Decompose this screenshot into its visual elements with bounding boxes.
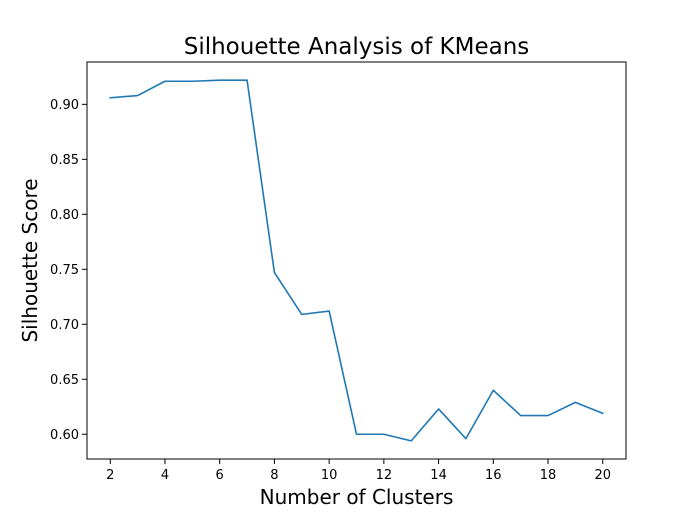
x-tick-label: 18	[540, 468, 557, 483]
plot-frame	[86, 61, 627, 460]
y-axis: 0.60 0.65 0.70 0.75 0.80 0.85 0.90	[50, 98, 87, 443]
y-axis-title: Silhouette Score	[18, 178, 42, 342]
y-tick-label: 0.80	[50, 208, 79, 223]
y-tick-label: 0.85	[50, 153, 79, 168]
x-tick-label: 10	[321, 468, 338, 483]
x-tick-label: 20	[594, 468, 611, 483]
y-tick-label: 0.65	[50, 373, 79, 388]
y-tick-label: 0.60	[50, 428, 79, 443]
x-tick-label: 12	[376, 468, 393, 483]
x-axis-title: Number of Clusters	[260, 485, 454, 509]
x-tick-label: 8	[270, 468, 278, 483]
chart-title: Silhouette Analysis of KMeans	[184, 34, 530, 60]
x-axis: 2 4 6 8 10 12 14 16 18 20	[106, 459, 611, 483]
x-tick-label: 6	[216, 468, 224, 483]
x-tick-label: 16	[485, 468, 502, 483]
series-layer	[109, 79, 604, 442]
x-tick-label: 14	[430, 468, 447, 483]
plot-area	[86, 61, 627, 460]
x-tick-label: 2	[106, 468, 114, 483]
y-tick-label: 0.75	[50, 263, 79, 278]
y-tick-label: 0.70	[50, 318, 79, 333]
y-tick-label: 0.90	[50, 98, 79, 113]
x-tick-label: 4	[161, 468, 169, 483]
